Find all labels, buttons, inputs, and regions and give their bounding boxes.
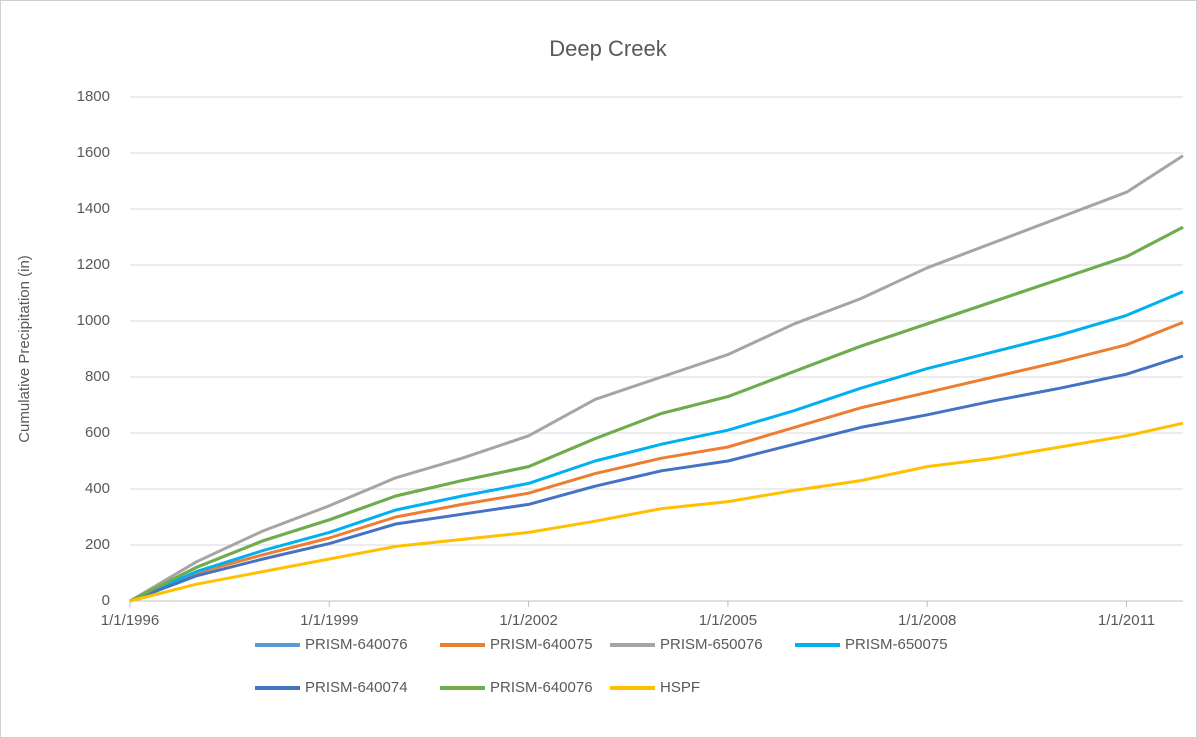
y-tick-label: 1400 <box>77 200 110 217</box>
x-tick-label: 1/1/2005 <box>699 612 757 629</box>
y-tick-label: 1600 <box>77 144 110 161</box>
y-tick-label: 1000 <box>77 312 110 329</box>
legend-label: PRISM-650076 <box>660 636 763 653</box>
y-tick-label: 600 <box>85 424 110 441</box>
y-tick-label: 1200 <box>77 256 110 273</box>
y-tick-label: 400 <box>85 480 110 497</box>
legend-label: PRISM-640074 <box>305 679 408 696</box>
y-tick-label: 200 <box>85 536 110 553</box>
y-tick-label: 800 <box>85 368 110 385</box>
y-tick-label: 1800 <box>77 88 110 105</box>
series-line <box>129 321 1184 603</box>
legend-label: PRISM-640076 <box>490 679 593 696</box>
legend-label: PRISM-650075 <box>845 636 948 653</box>
chart-title: Deep Creek <box>549 36 667 61</box>
x-tick-label: 1/1/2008 <box>898 612 956 629</box>
series-line <box>129 290 1184 603</box>
legend-label: HSPF <box>660 679 700 696</box>
series-line <box>129 421 1184 603</box>
x-tick-label: 1/1/1999 <box>300 612 358 629</box>
x-tick-label: 1/1/2002 <box>499 612 557 629</box>
y-tick-label: 0 <box>102 592 110 609</box>
y-axis-label: Cumulative Precipitation (in) <box>16 255 33 443</box>
legend-label: PRISM-640076 <box>305 636 408 653</box>
series-line <box>129 354 1184 603</box>
x-tick-label: 1/1/1996 <box>101 612 159 629</box>
series-line <box>129 154 1184 603</box>
legend-label: PRISM-640075 <box>490 636 593 653</box>
series-line <box>129 225 1184 603</box>
x-tick-label: 1/1/2011 <box>1098 612 1155 629</box>
